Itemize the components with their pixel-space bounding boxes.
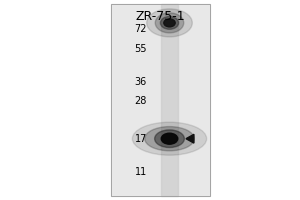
- Text: 55: 55: [134, 44, 147, 54]
- Polygon shape: [186, 134, 194, 143]
- Ellipse shape: [164, 19, 175, 27]
- Ellipse shape: [160, 16, 178, 29]
- Bar: [111, 4, 210, 196]
- Ellipse shape: [155, 130, 184, 148]
- Text: 17: 17: [135, 134, 147, 144]
- Text: 28: 28: [135, 96, 147, 106]
- Ellipse shape: [161, 133, 178, 144]
- Ellipse shape: [147, 9, 192, 37]
- Ellipse shape: [145, 127, 194, 151]
- Bar: [160, 4, 178, 196]
- Text: ZR-75-1: ZR-75-1: [136, 10, 185, 23]
- Text: 36: 36: [135, 77, 147, 87]
- Bar: [111, 4, 210, 196]
- Ellipse shape: [132, 122, 207, 155]
- Text: 11: 11: [135, 167, 147, 177]
- Ellipse shape: [155, 13, 184, 33]
- Text: 72: 72: [134, 24, 147, 34]
